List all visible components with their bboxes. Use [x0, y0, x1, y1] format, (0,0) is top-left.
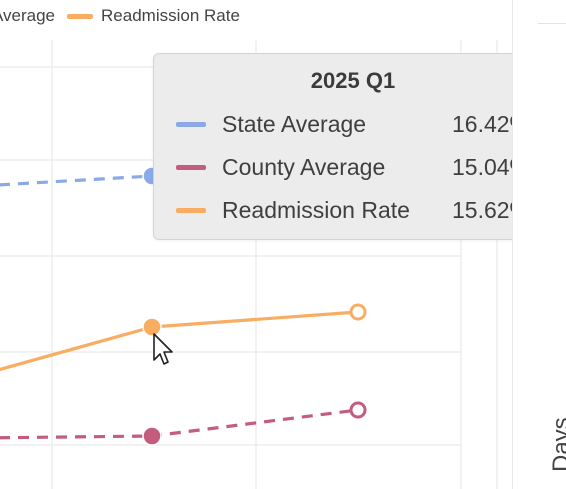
arrow-pointer-icon	[153, 333, 173, 365]
tooltip-swatch-state-average	[176, 121, 206, 127]
data-point-readmission-rate-2025-q1	[142, 317, 162, 337]
series-line-state-average	[0, 174, 153, 187]
series-line-county-average	[0, 408, 359, 440]
legend-swatch-readmission-rate	[67, 13, 94, 19]
legend-item-county-average[interactable]: Average	[0, 6, 55, 26]
tooltip-swatch-readmission-rate	[176, 207, 206, 213]
tooltip-row-readmission-rate: Readmission Rate 15.62%	[176, 195, 530, 225]
panel-divider	[538, 23, 566, 24]
data-point-readmission-rate-last	[349, 303, 367, 321]
chart-tooltip: 2025 Q1 State Average 16.42% County Aver…	[153, 53, 553, 240]
chart-legend: Average Readmission Rate	[0, 6, 240, 26]
legend-item-readmission-rate[interactable]: Readmission Rate	[67, 6, 240, 26]
series-line-readmission-rate	[0, 310, 359, 372]
tooltip-title: 2025 Q1	[310, 68, 396, 93]
legend-label-readmission-rate: Readmission Rate	[101, 6, 240, 25]
y-axis-title: Days	[548, 417, 566, 472]
right-chart-panel	[512, 0, 566, 489]
legend-label-county-average: Average	[0, 6, 56, 25]
data-point-county-average-last	[349, 401, 367, 419]
tooltip-swatch-county-average	[176, 164, 206, 170]
tooltip-row-county-average: County Average 15.04%	[176, 152, 530, 182]
tooltip-name-county-average: County Average	[222, 153, 386, 180]
tooltip-name-readmission-rate: Readmission Rate	[222, 196, 410, 223]
tooltip-row-state-average: State Average 16.42%	[176, 109, 530, 139]
data-point-county-average-2025-q1	[142, 426, 162, 446]
tooltip-name-state-average: State Average	[222, 110, 367, 137]
